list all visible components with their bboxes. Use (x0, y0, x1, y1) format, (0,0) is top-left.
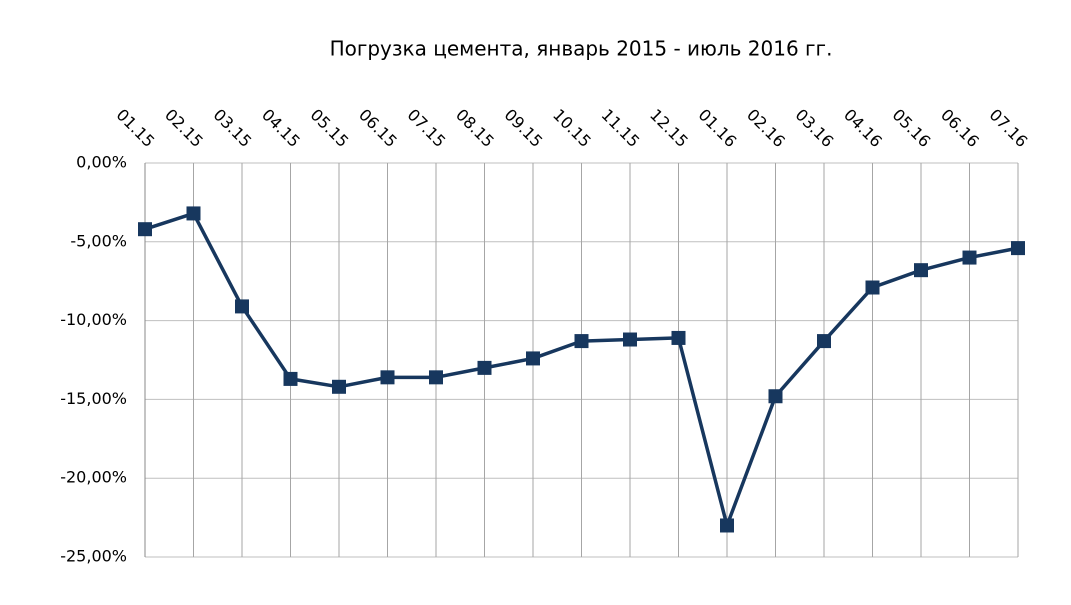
marker (671, 330, 686, 345)
x-tick-label: 11.15 (598, 105, 644, 151)
x-tick-label: 10.15 (549, 105, 595, 151)
x-tick-label: 03.15 (210, 105, 256, 151)
marker (283, 371, 298, 386)
marker (332, 379, 346, 394)
x-tick-label: 01.16 (695, 105, 741, 151)
x-tick-label: 04.16 (840, 105, 886, 151)
x-tick-label: 02.16 (743, 105, 789, 151)
y-tick-label: -20,00% (60, 468, 127, 487)
y-tick-label: 0,00% (76, 153, 127, 172)
x-tick-label: 05.15 (307, 105, 353, 151)
marker (914, 263, 928, 278)
x-tick-label: 08.15 (452, 105, 498, 151)
y-tick-label: -25,00% (60, 547, 127, 566)
x-tick-label: 06.16 (937, 105, 983, 151)
y-tick-label: -15,00% (60, 389, 127, 408)
x-tick-label: 05.16 (889, 105, 935, 151)
marker (477, 360, 492, 375)
y-tick-label: -5,00% (70, 231, 127, 250)
x-tick-label: 02.15 (161, 105, 207, 151)
x-tick-label: 03.16 (792, 105, 838, 151)
marker (1011, 241, 1025, 256)
x-tick-label: 12.15 (646, 105, 692, 151)
x-tick-label: 04.15 (258, 105, 304, 151)
x-tick-label: 07.15 (404, 105, 450, 151)
marker (623, 332, 637, 347)
marker (235, 299, 249, 314)
marker (574, 334, 589, 349)
x-tick-label: 07.16 (986, 105, 1032, 151)
marker (720, 518, 734, 533)
marker (429, 370, 443, 385)
marker (526, 351, 540, 366)
x-tick-label: 06.15 (355, 105, 401, 151)
x-tick-label: 01.15 (113, 105, 159, 151)
marker (865, 280, 880, 295)
x-tick-label: 09.15 (501, 105, 547, 151)
marker (186, 206, 201, 221)
marker (817, 334, 831, 349)
marker (138, 222, 152, 237)
marker (962, 250, 977, 265)
y-tick-label: -10,00% (60, 310, 127, 329)
marker (380, 370, 395, 385)
marker (768, 389, 783, 404)
chart-title: Погрузка цемента, январь 2015 - июль 201… (330, 37, 833, 61)
